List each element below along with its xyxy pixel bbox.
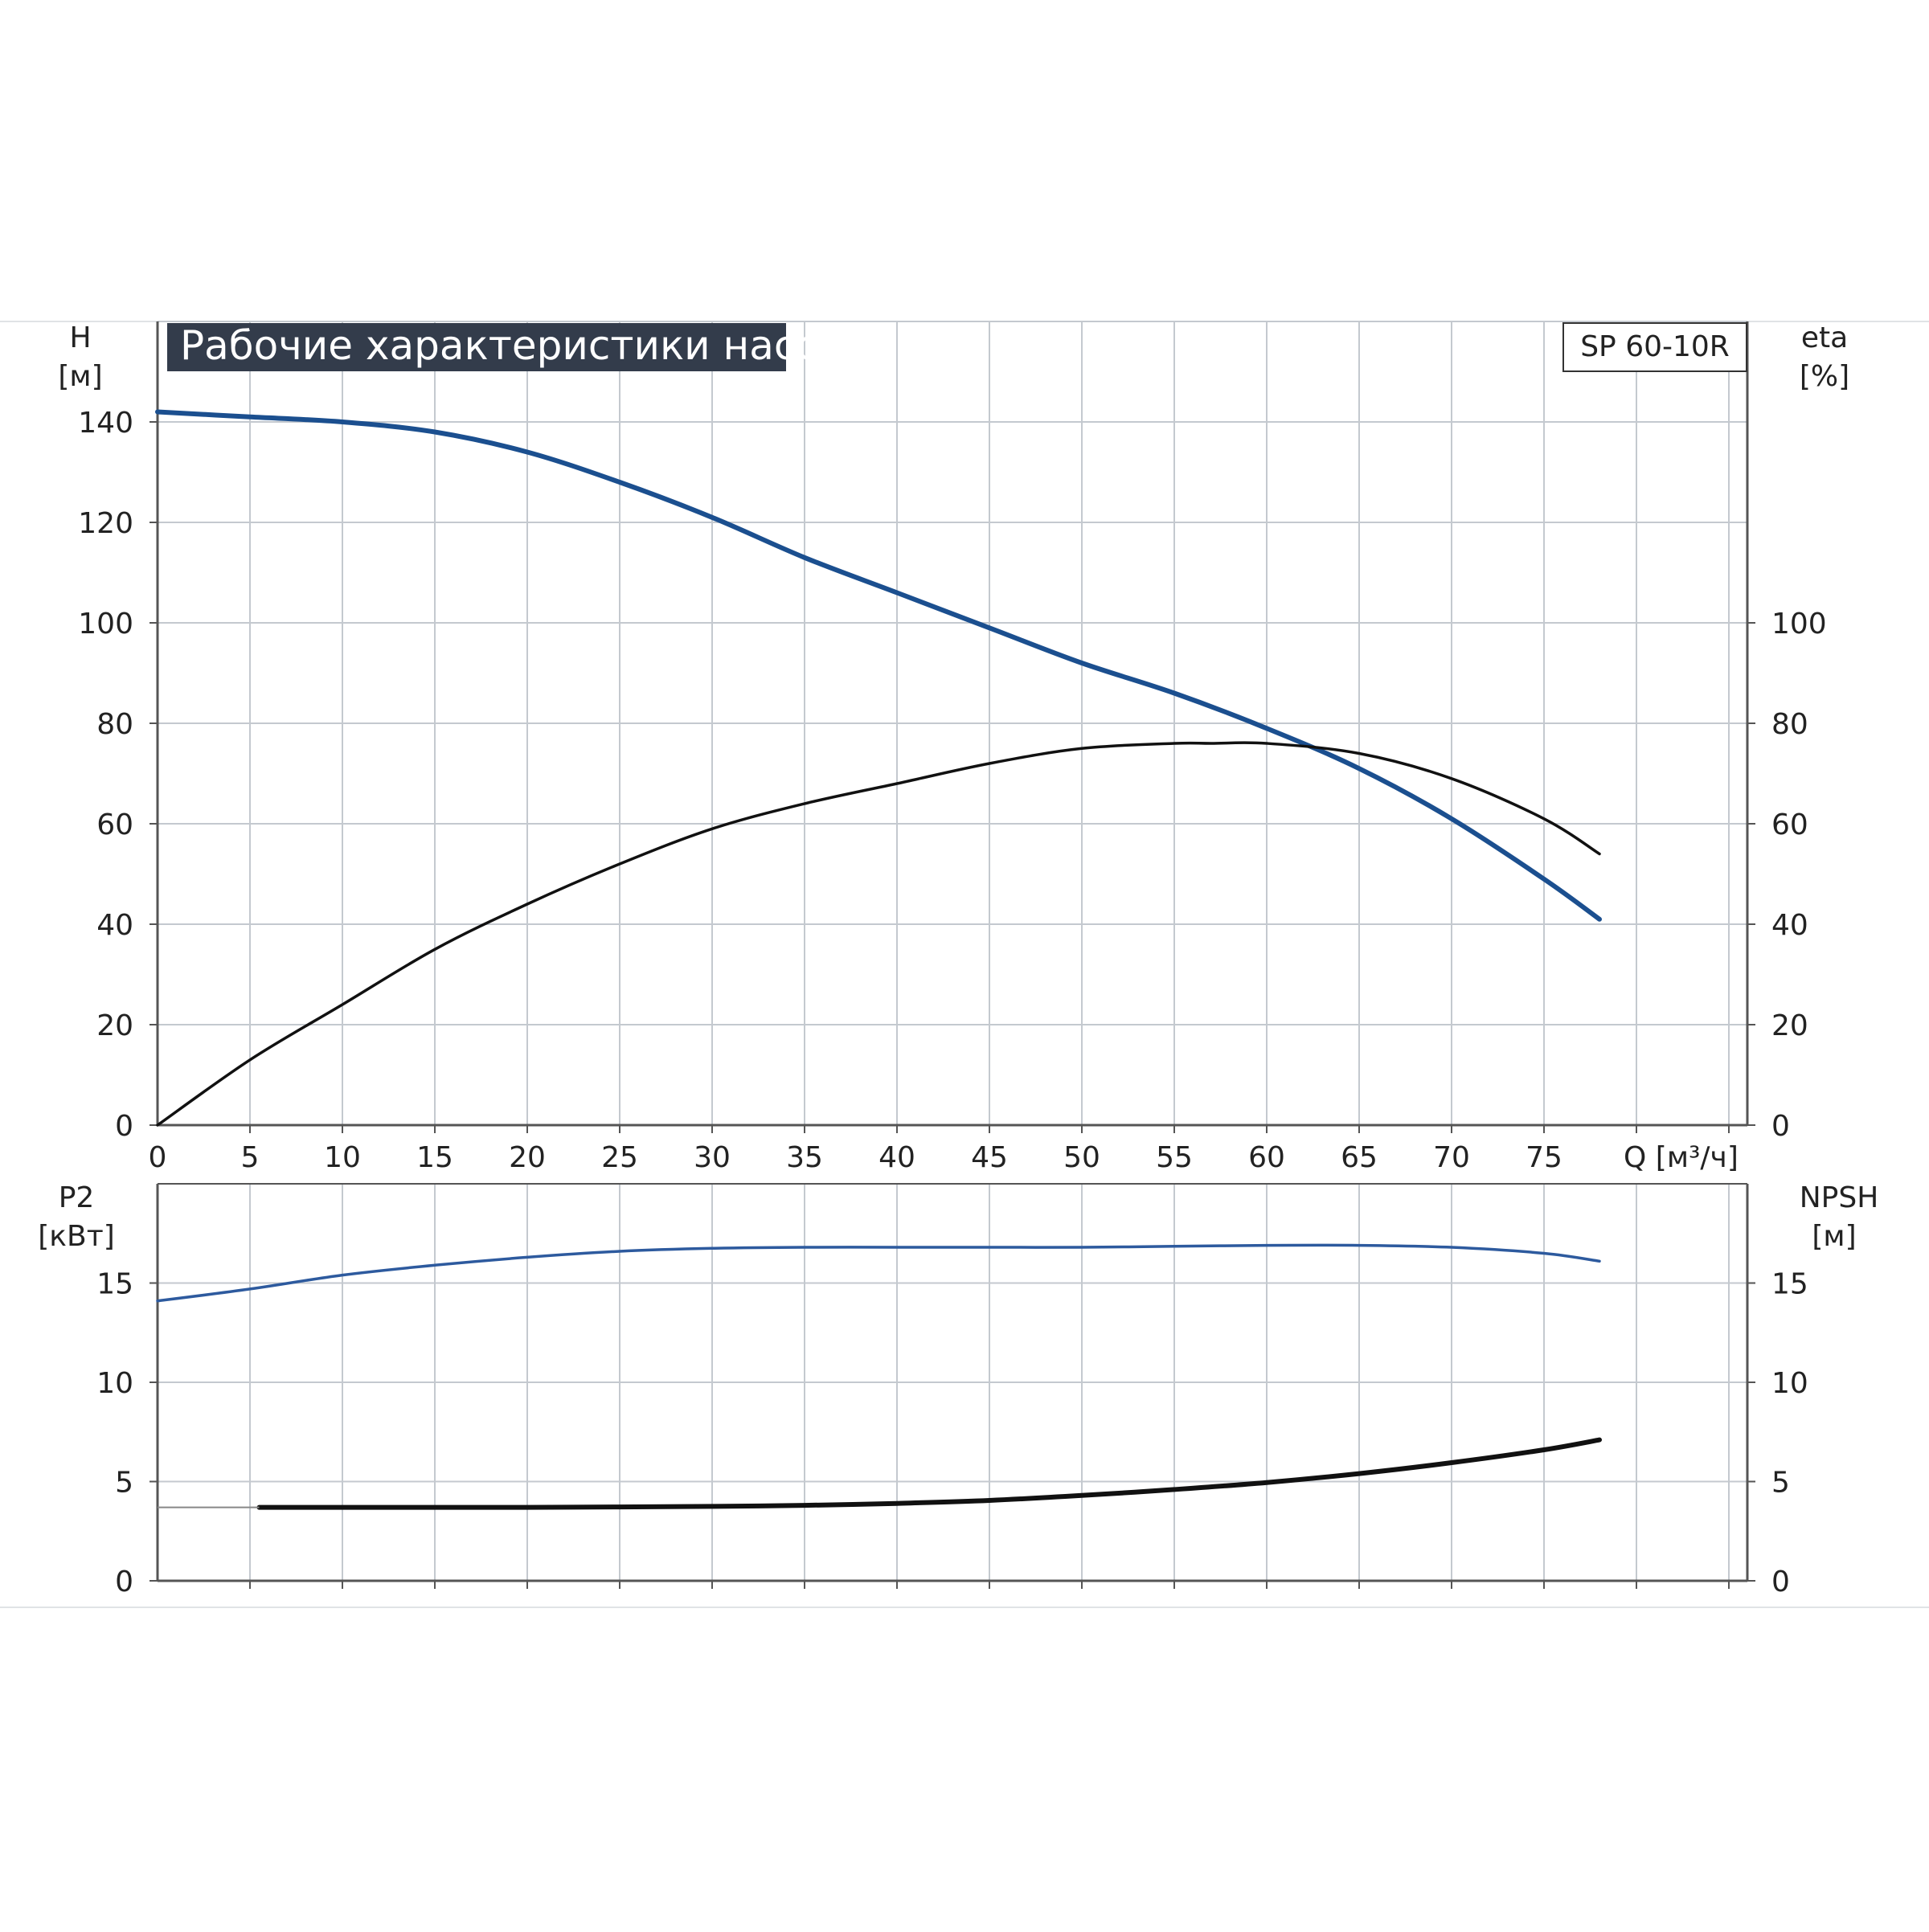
x-tick-label: 55: [1156, 1141, 1193, 1174]
x-tick-label: 65: [1341, 1141, 1378, 1174]
npsh-tick-label: 5: [1771, 1467, 1790, 1500]
upper-tick-labels: 0 5 10 15 20 25 30 35 40 45 50 55 60 65 70 75 0 20 40 60 80 1…: [78, 407, 1826, 1174]
x-tick-label: 15: [416, 1141, 453, 1174]
x-tick-label: 40: [878, 1141, 915, 1174]
upper-axes: [149, 321, 1755, 1133]
eta-tick-label: 60: [1771, 808, 1808, 841]
eta-tick-label: 0: [1771, 1110, 1790, 1143]
x-tick-label: 45: [971, 1141, 1008, 1174]
p2-tick-label: 15: [96, 1268, 133, 1301]
eta-tick-label: 20: [1771, 1009, 1808, 1042]
lower-tick-labels: 0 5 10 15 0 5 10 15: [96, 1268, 1808, 1599]
npsh-curve: [256, 1437, 1602, 1510]
p2-tick-label: 0: [115, 1566, 133, 1598]
x-tick-label: 60: [1248, 1141, 1285, 1174]
npsh-tick-label: 10: [1771, 1367, 1808, 1400]
h-tick-label: 40: [96, 909, 133, 942]
x-tick-label: 70: [1433, 1141, 1470, 1174]
chart-title: Рабочие характеристики насоса: [180, 322, 867, 369]
h-tick-label: 0: [115, 1110, 133, 1143]
h-tick-label: 20: [96, 1009, 133, 1042]
x-tick-label: 35: [786, 1141, 823, 1174]
npsh-tick-label: 15: [1771, 1268, 1808, 1301]
x-tick-label: 20: [509, 1141, 546, 1174]
lower-series: [156, 1243, 1602, 1510]
p2-axis-unit: [кВт]: [38, 1220, 115, 1253]
h-axis-unit: [м]: [58, 360, 102, 393]
h-tick-label: 120: [78, 507, 133, 540]
eta-axis-title: eta: [1801, 321, 1848, 354]
h-tick-label: 60: [96, 808, 133, 841]
eta-axis-unit: [%]: [1800, 360, 1849, 393]
head-curve: [155, 409, 1602, 922]
efficiency-curve: [156, 741, 1601, 1127]
q-axis-title: Q [м³/ч]: [1624, 1141, 1739, 1174]
p2-axis-title: P2: [59, 1181, 95, 1214]
eta-tick-label: 100: [1771, 608, 1827, 641]
eta-tick-label: 40: [1771, 909, 1808, 942]
p2-power-curve: [156, 1243, 1601, 1303]
x-tick-label: 30: [694, 1141, 731, 1174]
p2-tick-label: 10: [96, 1367, 133, 1400]
title-banner: [167, 323, 786, 371]
eta-tick-label: 80: [1771, 708, 1808, 741]
h-axis-title: H: [69, 321, 91, 354]
h-tick-label: 140: [78, 407, 133, 440]
x-tick-label: 5: [241, 1141, 260, 1174]
upper-series: [155, 409, 1602, 1127]
npsh-axis-unit: [м]: [1812, 1220, 1856, 1253]
x-tick-label: 0: [149, 1141, 167, 1174]
lower-grid: [158, 1184, 1747, 1581]
model-label-box: [1562, 322, 1747, 372]
h-tick-label: 80: [96, 708, 133, 741]
x-tick-label: 10: [324, 1141, 361, 1174]
h-tick-label: 100: [78, 608, 133, 641]
lower-axes: [149, 1183, 1755, 1589]
upper-grid: [158, 321, 1747, 1125]
p2-tick-label: 5: [115, 1467, 133, 1500]
npsh-axis-title: NPSH: [1800, 1181, 1879, 1214]
model-label: SP 60-10R: [1580, 330, 1730, 363]
x-tick-label: 75: [1526, 1141, 1562, 1174]
x-tick-label: 50: [1063, 1141, 1100, 1174]
x-tick-label: 25: [601, 1141, 638, 1174]
npsh-tick-label: 0: [1771, 1566, 1790, 1598]
